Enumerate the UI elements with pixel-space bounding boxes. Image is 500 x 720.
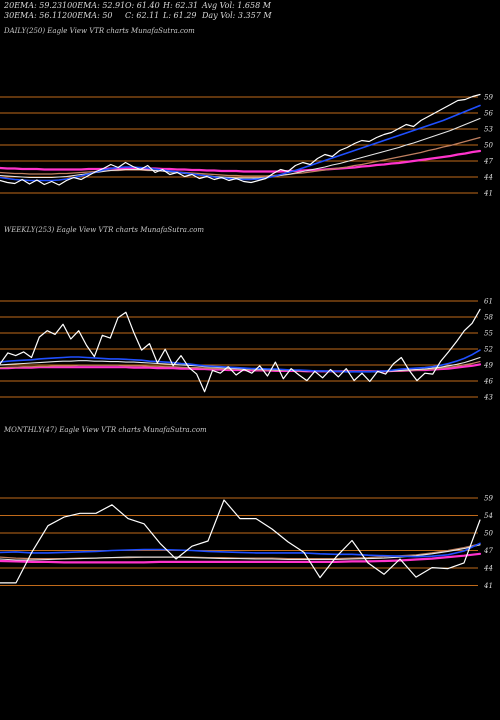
y-tick-label: 50 (484, 142, 493, 150)
y-tick-label: 49 (483, 362, 493, 370)
price-line (0, 93, 481, 186)
avg-volume-stat: Avg Vol: 1.658 M (202, 1, 271, 10)
y-tick-label: 53 (484, 126, 493, 134)
ema-long-line (0, 552, 482, 564)
panel-title: WEEKLY(253) Eagle View VTR charts Munafa… (4, 226, 204, 234)
ema-long-line (0, 149, 482, 173)
ema30-stat: 30EMA: 56.11 (4, 11, 63, 20)
y-tick-label: 44 (483, 174, 493, 182)
price-line (0, 499, 481, 584)
stats-header: 20EMA: 59.23 30EMA: 56.11 100EMA: 52.91 … (0, 0, 500, 28)
ema20-stat: 20EMA: 59.23 (4, 1, 63, 10)
price-line (0, 308, 481, 393)
ema-mid-line (0, 356, 481, 373)
close-stat: C: 62.11 (125, 11, 160, 20)
y-tick-label: 46 (483, 378, 493, 386)
ema-slow-line (0, 136, 481, 177)
ema-fast-line (0, 104, 481, 182)
high-stat: H: 62.31 (163, 1, 199, 10)
open-stat: O: 61.40 (125, 1, 160, 10)
chart-panel-1: DAILY(250) Eagle View VTR charts MunafaS… (0, 27, 493, 198)
ema-mid-line (0, 117, 481, 179)
low-stat: L: 61.29 (163, 11, 197, 20)
y-tick-label: 59 (484, 94, 493, 102)
chart-panel-2: WEEKLY(253) Eagle View VTR charts Munafa… (0, 226, 493, 402)
y-tick-label: 61 (484, 298, 493, 306)
panel-title: DAILY(250) Eagle View VTR charts MunafaS… (3, 27, 195, 35)
ema200-stat: 200EMA: 50 (62, 11, 113, 20)
y-tick-label: 43 (483, 394, 493, 402)
ema-fast-line (0, 542, 481, 558)
y-tick-label: 52 (484, 346, 493, 354)
y-tick-label: 56 (484, 110, 493, 118)
y-tick-label: 55 (484, 330, 493, 338)
y-tick-label: 54 (484, 512, 493, 520)
y-tick-label: 47 (483, 547, 493, 555)
ema100-stat: 100EMA: 52.91 (62, 1, 126, 10)
ema-mid-line (0, 544, 481, 561)
y-tick-label: 47 (483, 158, 493, 166)
day-volume-stat: Day Vol: 3.357 M (202, 11, 272, 20)
y-tick-label: 50 (484, 530, 493, 538)
y-tick-label: 58 (484, 314, 493, 322)
ema-fast-line (0, 349, 481, 373)
y-tick-label: 41 (483, 190, 493, 198)
chart-panel-3: MONTHLY(47) Eagle View VTR charts Munafa… (0, 426, 493, 590)
y-tick-label: 44 (483, 565, 493, 573)
y-tick-label: 41 (483, 582, 493, 590)
y-tick-label: 59 (484, 495, 493, 503)
panel-title: MONTHLY(47) Eagle View VTR charts Munafa… (3, 426, 207, 434)
